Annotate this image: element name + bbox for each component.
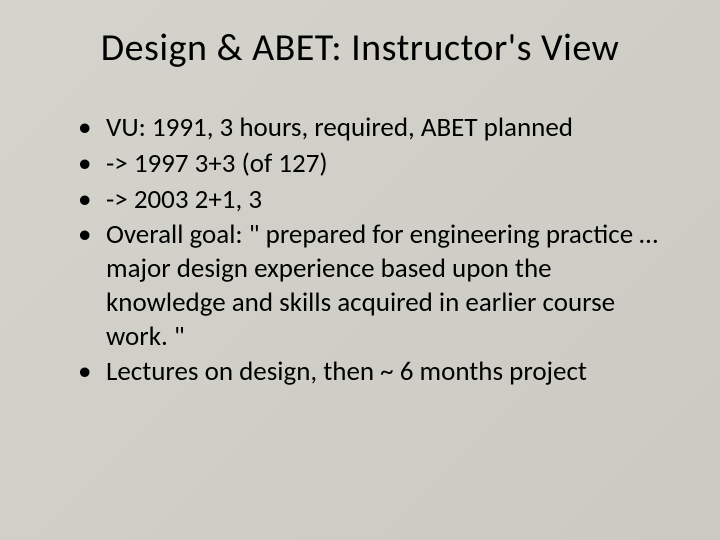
list-item: -> 2003 2+1, 3 — [78, 183, 670, 217]
slide-container: Design & ABET: Instructor's View VU: 199… — [0, 0, 720, 540]
slide-title: Design & ABET: Instructor's View — [50, 25, 670, 71]
list-item: Lectures on design, then ~ 6 months proj… — [78, 355, 670, 389]
list-item: -> 1997 3+3 (of 127) — [78, 147, 670, 181]
list-item: VU: 1991, 3 hours, required, ABET planne… — [78, 111, 670, 145]
bullet-list: VU: 1991, 3 hours, required, ABET planne… — [50, 111, 670, 389]
list-item: Overall goal: " prepared for engineering… — [78, 218, 670, 353]
